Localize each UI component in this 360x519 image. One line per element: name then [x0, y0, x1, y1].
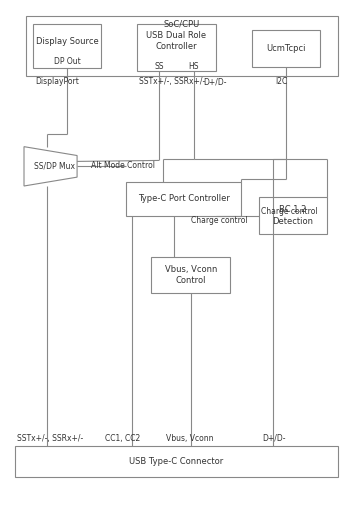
- Text: DisplayPort: DisplayPort: [35, 77, 78, 87]
- Text: USB Type-C Connector: USB Type-C Connector: [129, 457, 224, 466]
- Text: D+/D-: D+/D-: [262, 433, 286, 443]
- Text: SS/DP Mux: SS/DP Mux: [34, 162, 75, 171]
- Text: Vbus, Vconn: Vbus, Vconn: [166, 433, 213, 443]
- Bar: [151, 257, 230, 293]
- Text: BC 1.2
Detection: BC 1.2 Detection: [273, 205, 314, 226]
- Bar: [26, 16, 338, 76]
- Polygon shape: [24, 147, 77, 186]
- Bar: [137, 24, 216, 71]
- Text: Vbus, Vconn
Control: Vbus, Vconn Control: [165, 265, 217, 285]
- Text: Type-C Port Controller: Type-C Port Controller: [138, 194, 230, 203]
- Bar: [126, 182, 241, 215]
- Bar: [259, 197, 327, 234]
- Text: Alt Mode Control: Alt Mode Control: [91, 161, 155, 170]
- Bar: [33, 24, 101, 68]
- Text: USB Dual Role
Controller: USB Dual Role Controller: [147, 31, 207, 51]
- Bar: [15, 446, 338, 477]
- Text: SoC/CPU: SoC/CPU: [164, 19, 200, 29]
- Text: CC1, CC2: CC1, CC2: [105, 433, 140, 443]
- Bar: [252, 30, 320, 67]
- Text: Display Source: Display Source: [36, 37, 98, 46]
- Text: SS: SS: [154, 62, 164, 72]
- Text: I2C: I2C: [275, 77, 287, 87]
- Text: SSTx+/-, SSRx+/-: SSTx+/-, SSRx+/-: [17, 433, 83, 443]
- Text: SSTx+/-, SSRx+/-: SSTx+/-, SSRx+/-: [139, 77, 205, 87]
- Text: Charge control: Charge control: [261, 208, 317, 216]
- Text: D+/D-: D+/D-: [203, 77, 227, 87]
- Text: DP Out: DP Out: [54, 57, 80, 66]
- Text: HS: HS: [189, 62, 199, 72]
- Text: Charge control: Charge control: [191, 216, 247, 225]
- Text: UcmTcpci: UcmTcpci: [266, 44, 306, 53]
